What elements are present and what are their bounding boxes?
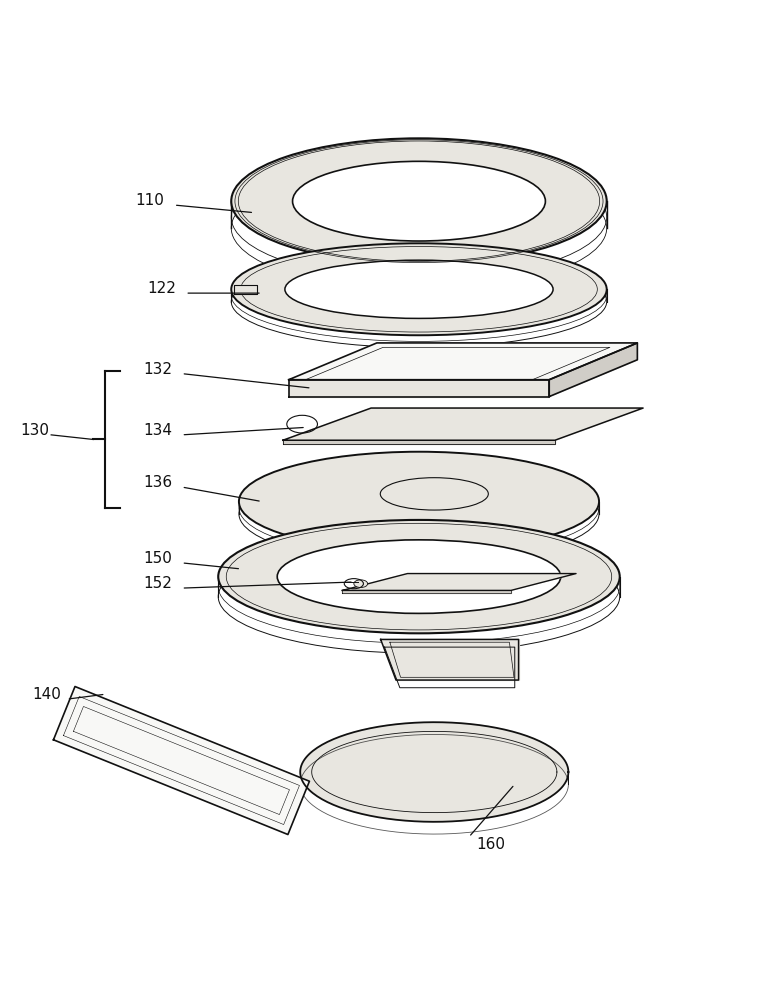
Text: 140: 140 xyxy=(32,687,61,702)
Text: 134: 134 xyxy=(143,423,172,438)
Ellipse shape xyxy=(231,243,607,335)
Text: 152: 152 xyxy=(143,576,172,591)
Ellipse shape xyxy=(278,540,561,613)
Ellipse shape xyxy=(285,260,553,318)
Polygon shape xyxy=(283,408,643,440)
Polygon shape xyxy=(288,343,638,380)
Text: 122: 122 xyxy=(147,281,176,296)
Polygon shape xyxy=(54,687,309,835)
Text: 150: 150 xyxy=(143,551,172,566)
Ellipse shape xyxy=(354,580,368,588)
Polygon shape xyxy=(283,440,555,444)
Ellipse shape xyxy=(292,161,545,241)
Ellipse shape xyxy=(218,520,620,633)
Ellipse shape xyxy=(239,452,599,551)
Polygon shape xyxy=(342,574,576,590)
Text: 160: 160 xyxy=(477,837,505,852)
Polygon shape xyxy=(549,343,638,397)
Polygon shape xyxy=(300,722,568,822)
Text: 130: 130 xyxy=(21,423,49,438)
Text: 110: 110 xyxy=(135,193,165,208)
Polygon shape xyxy=(288,380,549,397)
Polygon shape xyxy=(234,285,257,294)
Polygon shape xyxy=(342,590,511,593)
Text: 136: 136 xyxy=(143,475,172,490)
Ellipse shape xyxy=(231,138,607,264)
Polygon shape xyxy=(381,639,518,680)
Text: 132: 132 xyxy=(143,362,172,377)
